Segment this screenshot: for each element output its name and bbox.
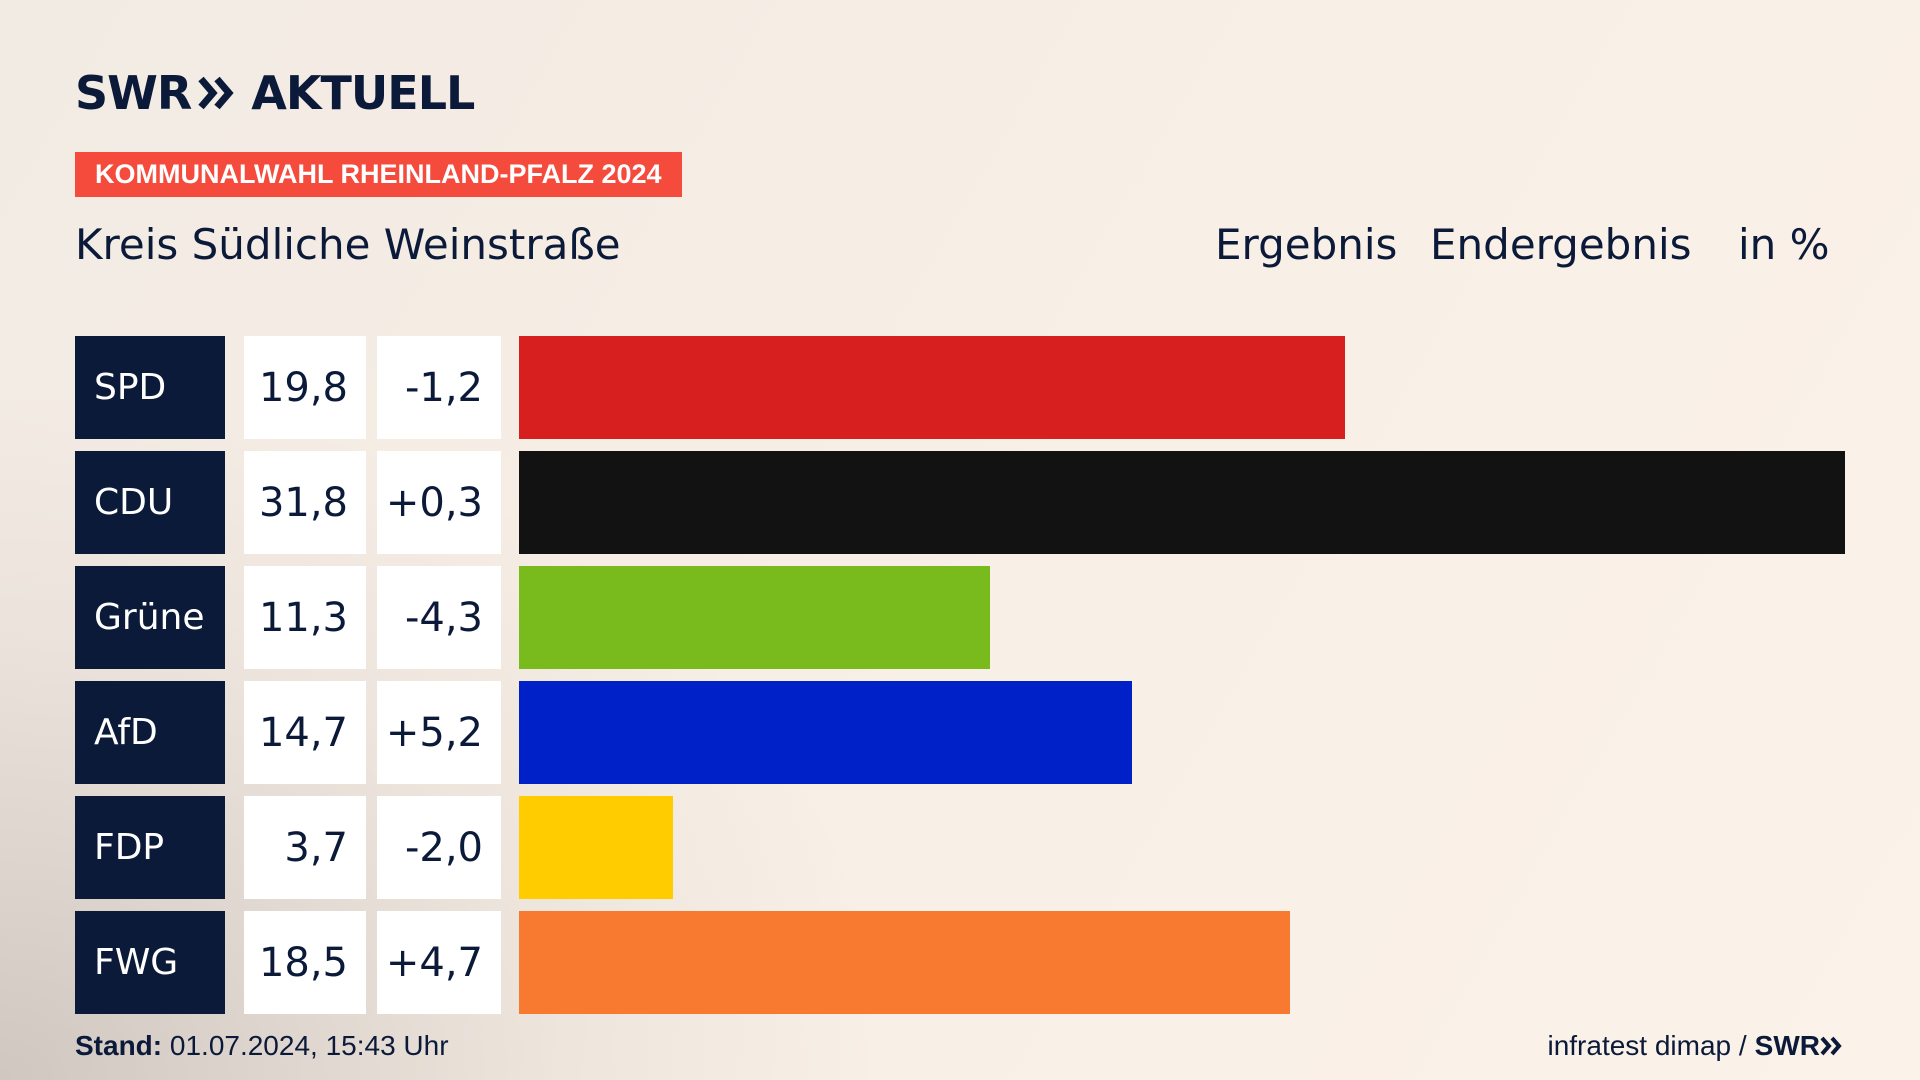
change-value: -1,2: [377, 336, 501, 439]
party-label: AfD: [75, 681, 225, 784]
swr-footer-logo: SWR: [1755, 1030, 1844, 1062]
change-value: +0,3: [377, 451, 501, 554]
logo-text: SWR: [75, 66, 192, 120]
swr-aktuell-logo: SWR AKTUELL: [75, 66, 475, 120]
result-value: 11,3: [244, 566, 366, 669]
source-credit: infratest dimap / SWR: [1547, 1030, 1844, 1062]
column-result-label: Ergebnis: [1215, 220, 1398, 269]
result-row: CDU 31,8 +0,3: [75, 451, 1855, 554]
party-label: FWG: [75, 911, 225, 1014]
change-value: -4,3: [377, 566, 501, 669]
region-title: Kreis Südliche Weinstraße: [75, 220, 621, 269]
timestamp: Stand: 01.07.2024, 15:43 Uhr: [75, 1030, 449, 1062]
result-value: 3,7: [244, 796, 366, 899]
result-row: SPD 19,8 -1,2: [75, 336, 1855, 439]
party-label: CDU: [75, 451, 225, 554]
swr-footer-text: SWR: [1754, 1030, 1820, 1061]
logo-sub: AKTUELL: [251, 66, 475, 120]
result-bar: [519, 796, 673, 899]
stand-label: Stand:: [75, 1030, 163, 1061]
election-badge: KOMMUNALWAHL RHEINLAND-PFALZ 2024: [75, 152, 682, 197]
party-label: FDP: [75, 796, 225, 899]
result-row: Grüne 11,3 -4,3: [75, 566, 1855, 669]
result-bar: [519, 911, 1290, 1014]
result-row: FDP 3,7 -2,0: [75, 796, 1855, 899]
result-row: AfD 14,7 +5,2: [75, 681, 1855, 784]
result-value: 18,5: [244, 911, 366, 1014]
result-value: 19,8: [244, 336, 366, 439]
change-value: -2,0: [377, 796, 501, 899]
result-value: 31,8: [244, 451, 366, 554]
double-chevron-icon: [197, 75, 237, 111]
result-value: 14,7: [244, 681, 366, 784]
column-unit-label: in %: [1738, 220, 1830, 269]
double-chevron-icon: [1820, 1036, 1842, 1056]
change-value: +5,2: [377, 681, 501, 784]
result-bar: [519, 451, 1845, 554]
result-bar: [519, 681, 1132, 784]
result-bar: [519, 336, 1345, 439]
stand-value: 01.07.2024, 15:43 Uhr: [169, 1030, 449, 1061]
party-label: SPD: [75, 336, 225, 439]
column-status-label: Endergebnis: [1430, 220, 1692, 269]
party-label: Grüne: [75, 566, 225, 669]
result-row: FWG 18,5 +4,7: [75, 911, 1855, 1014]
change-value: +4,7: [377, 911, 501, 1014]
result-bar: [519, 566, 990, 669]
source-text: infratest dimap /: [1547, 1030, 1747, 1061]
